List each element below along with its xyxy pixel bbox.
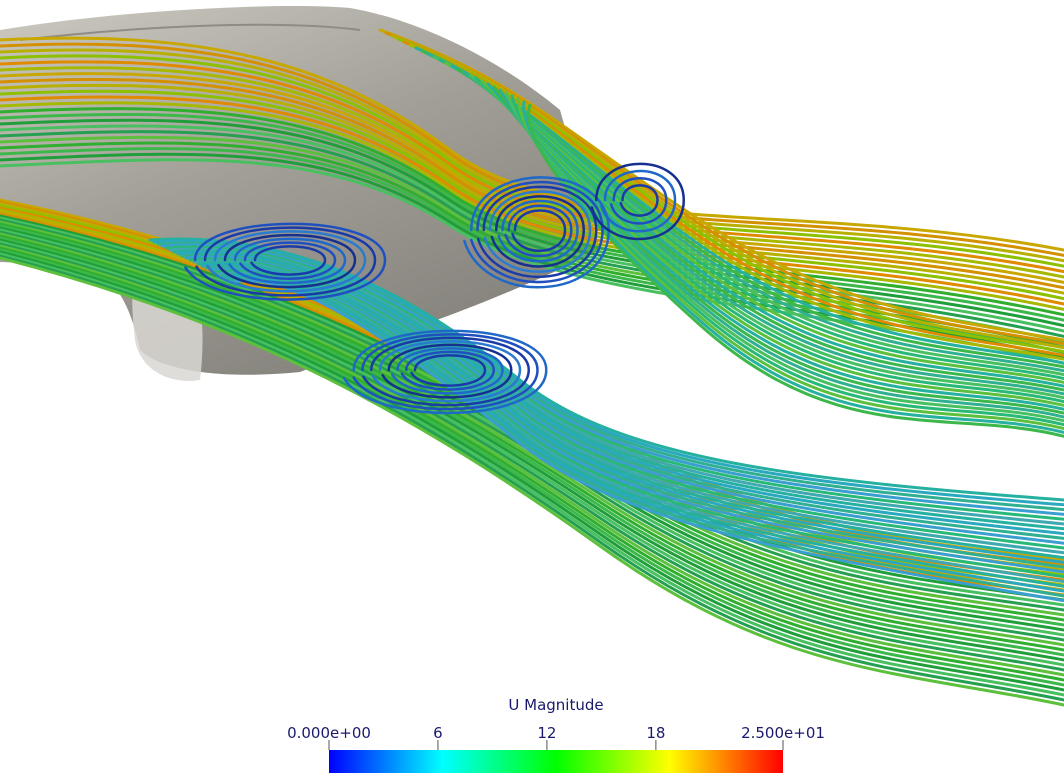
legend-title: U Magnitude [508, 696, 603, 714]
viewport: U Magnitude 0.000e+00 2.500e+01 6 12 18 [0, 0, 1064, 776]
tick-label: 12 [537, 724, 556, 742]
color-bar [329, 750, 783, 773]
tick-label: 2.500e+01 [741, 724, 825, 742]
tick-label: 18 [646, 724, 665, 742]
tick-label: 0.000e+00 [287, 724, 371, 742]
tick-label: 6 [433, 724, 443, 742]
color-legend: U Magnitude 0.000e+00 2.500e+01 6 12 18 [287, 696, 825, 773]
